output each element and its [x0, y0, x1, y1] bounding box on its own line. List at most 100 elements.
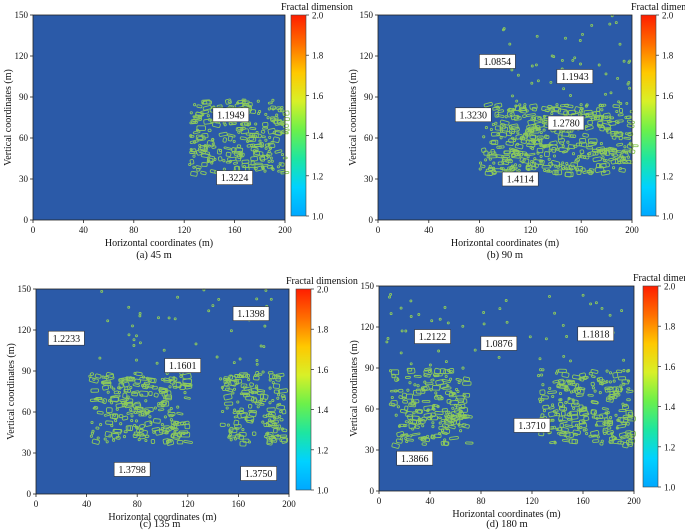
- fracture-contour: [591, 400, 599, 405]
- fracture-contour: [239, 407, 245, 412]
- fracture-point: [542, 145, 546, 149]
- fracture-contour: [564, 388, 571, 392]
- fracture-point: [263, 324, 267, 328]
- fracture-contour: [512, 166, 518, 170]
- fracture-point: [229, 329, 233, 333]
- fracture-point: [449, 390, 453, 394]
- fracture-point: [602, 169, 606, 174]
- fracture-contour: [96, 410, 104, 415]
- fracture-point: [421, 387, 425, 392]
- fracture-point: [129, 386, 133, 390]
- fracture-point: [569, 382, 573, 386]
- fracture-point: [445, 427, 449, 431]
- fracture-contour: [605, 396, 614, 403]
- fracture-point: [529, 145, 533, 149]
- fracture-point: [437, 432, 442, 436]
- annotation-label: 1.0854: [484, 57, 512, 68]
- fracture-contour: [458, 407, 468, 413]
- fracture-point: [608, 440, 612, 444]
- fracture-contour: [441, 431, 448, 435]
- fracture-point: [238, 357, 242, 361]
- fracture-contour: [143, 381, 151, 386]
- fracture-contour: [540, 413, 545, 419]
- fracture-point: [434, 391, 438, 395]
- fracture-contour: [511, 125, 519, 130]
- fracture-point: [571, 58, 575, 62]
- fracture-contour: [228, 426, 234, 433]
- fracture-point: [627, 369, 631, 373]
- fracture-point: [446, 384, 450, 388]
- x-tick-label: 0: [34, 499, 39, 509]
- x-tick-label: 40: [426, 496, 436, 506]
- fracture-contour: [534, 115, 542, 122]
- fracture-point: [127, 305, 131, 309]
- fracture-point: [585, 432, 589, 436]
- x-tick-label: 200: [278, 225, 292, 235]
- fracture-contour: [266, 407, 276, 413]
- fracture-point: [281, 120, 285, 124]
- fracture-contour: [564, 424, 574, 428]
- fracture-contour: [522, 114, 527, 119]
- x-tick-label: 200: [625, 225, 639, 235]
- fracture-contour: [239, 136, 247, 141]
- fracture-contour: [162, 396, 173, 400]
- x-tick-label: 120: [525, 496, 539, 506]
- fracture-contour: [592, 110, 601, 118]
- fracture-point: [172, 376, 176, 380]
- fracture-point: [413, 383, 417, 387]
- x-tick-label: 120: [181, 499, 195, 509]
- fracture-point: [482, 322, 486, 326]
- fracture-contour: [223, 146, 233, 151]
- fracture-contour: [488, 151, 497, 157]
- fracture-point: [426, 408, 430, 412]
- fracture-point: [256, 99, 260, 103]
- fracture-point: [267, 424, 272, 428]
- fracture-contour: [625, 439, 633, 446]
- fracture-point: [539, 130, 543, 135]
- fracture-point: [117, 386, 121, 390]
- fracture-point: [149, 421, 153, 425]
- fracture-point: [600, 306, 604, 310]
- fracture-contour: [557, 108, 568, 116]
- fracture-contour: [572, 429, 581, 435]
- y-tick-label: 0: [370, 486, 375, 496]
- fracture-point: [610, 147, 614, 151]
- fracture-point: [411, 398, 415, 402]
- fracture-contour: [413, 425, 420, 429]
- fracture-point: [616, 392, 620, 396]
- fracture-contour: [282, 123, 289, 129]
- fracture-point: [432, 404, 436, 408]
- fracture-point: [536, 79, 540, 83]
- fracture-contour: [153, 392, 159, 398]
- fracture-contour: [272, 136, 280, 144]
- fracture-contour: [224, 401, 234, 406]
- fracture-point: [231, 391, 235, 395]
- fracture-contour: [531, 161, 537, 168]
- fracture-point: [134, 425, 138, 429]
- fracture-point: [618, 42, 622, 46]
- y-tick-label: 30: [19, 174, 29, 184]
- fracture-point: [491, 122, 495, 127]
- fracture-point: [554, 170, 558, 174]
- fracture-point: [595, 416, 599, 420]
- fracture-point: [625, 151, 629, 155]
- x-tick-label: 40: [82, 499, 92, 509]
- fracture-contour: [615, 150, 623, 153]
- fracture-point: [603, 148, 608, 152]
- fracture-point: [623, 145, 627, 149]
- fracture-contour: [601, 115, 611, 122]
- fracture-point: [269, 156, 273, 160]
- annotation-box: [212, 107, 250, 123]
- fracture-point: [396, 405, 400, 409]
- fracture-contour: [408, 418, 418, 425]
- fracture-contour: [240, 412, 249, 419]
- x-axis-label: Horizontal coordinates (m): [108, 512, 216, 523]
- fracture-contour: [421, 442, 427, 446]
- fracture-contour: [626, 387, 631, 391]
- fracture-point: [604, 158, 608, 162]
- fracture-point: [565, 386, 569, 391]
- fracture-point: [609, 416, 613, 420]
- fracture-contour: [439, 383, 449, 389]
- fracture-point: [506, 108, 511, 112]
- fracture-contour: [144, 420, 153, 427]
